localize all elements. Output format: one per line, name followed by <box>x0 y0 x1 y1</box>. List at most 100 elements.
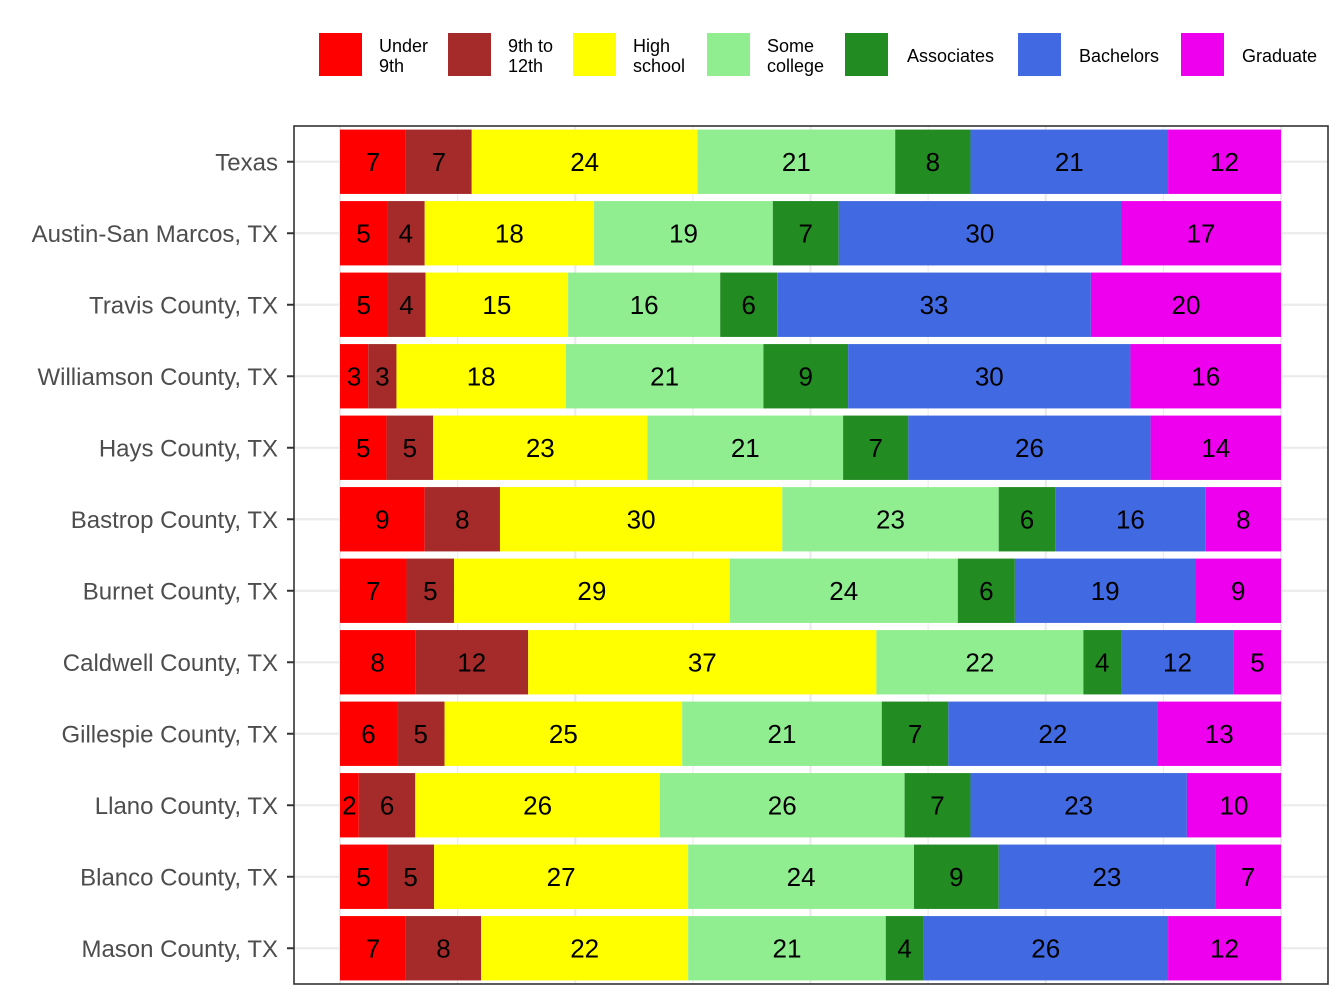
value-label: 23 <box>526 433 555 463</box>
value-label: 21 <box>731 433 760 463</box>
value-label: 7 <box>366 933 380 963</box>
bar-williamson-county-tx-under-9th <box>340 344 369 409</box>
value-label: 12 <box>1210 147 1239 177</box>
value-label: 6 <box>380 790 394 820</box>
value-label: 6 <box>741 290 755 320</box>
bar-bastrop-county-tx-graduate <box>1205 487 1281 552</box>
bar-texas-9th-to-12th <box>405 129 472 194</box>
legend-label-some-college: Some college <box>767 36 824 76</box>
bar-texas-graduate <box>1168 129 1281 194</box>
bar-texas-bachelors <box>970 129 1169 194</box>
bar-blanco-county-tx-under-9th <box>340 844 388 909</box>
value-label: 26 <box>768 790 797 820</box>
value-label: 21 <box>650 361 679 391</box>
value-label: 22 <box>965 647 994 677</box>
bar-llano-county-tx-under-9th <box>340 773 359 838</box>
value-label: 7 <box>868 433 882 463</box>
bar-texas-associates <box>895 129 971 194</box>
bar-burnet-county-tx-bachelors <box>1014 558 1196 623</box>
bar-blanco-county-tx-some-college <box>688 844 915 909</box>
bar-texas-high-school <box>471 129 698 194</box>
bar-bastrop-county-tx-some-college <box>782 487 999 552</box>
value-label: 5 <box>357 290 371 320</box>
bar-gillespie-county-tx-high-school <box>444 701 683 766</box>
category-label: Mason County, TX <box>81 936 278 963</box>
bar-llano-county-tx-bachelors <box>970 773 1187 838</box>
value-label: 16 <box>1116 504 1145 534</box>
value-label: 24 <box>829 576 858 606</box>
value-label: 5 <box>423 576 437 606</box>
bar-austin-san-marcos-tx-graduate <box>1121 201 1281 266</box>
bar-burnet-county-tx-9th-to-12th <box>406 558 455 623</box>
bar-williamson-county-tx-9th-to-12th <box>368 344 397 409</box>
legend-key-some-college <box>707 33 750 76</box>
value-label: 18 <box>467 361 496 391</box>
bar-travis-county-tx-some-college <box>568 272 721 337</box>
value-label: 21 <box>782 147 811 177</box>
bar-gillespie-county-tx-graduate <box>1157 701 1281 766</box>
bar-mason-county-tx-associates <box>885 916 924 981</box>
value-label: 26 <box>523 790 552 820</box>
value-label: 29 <box>577 576 606 606</box>
value-label: 7 <box>366 147 380 177</box>
category-label: Texas <box>215 149 278 176</box>
value-label: 26 <box>1015 433 1044 463</box>
bar-mason-county-tx-graduate <box>1168 916 1281 981</box>
bar-hays-county-tx-some-college <box>647 415 844 480</box>
value-label: 33 <box>920 290 949 320</box>
value-label: 8 <box>1236 504 1250 534</box>
bar-bastrop-county-tx-associates <box>998 487 1056 552</box>
bar-blanco-county-tx-high-school <box>434 844 689 909</box>
value-label: 9 <box>1231 576 1245 606</box>
category-label: Williamson County, TX <box>37 364 278 391</box>
bar-mason-county-tx-high-school <box>481 916 689 981</box>
value-label: 30 <box>975 361 1004 391</box>
value-label: 23 <box>1092 862 1121 892</box>
value-label: 24 <box>787 862 816 892</box>
bar-caldwell-county-tx-associates <box>1083 630 1122 695</box>
value-label: 20 <box>1171 290 1200 320</box>
bar-burnet-county-tx-high-school <box>454 558 730 623</box>
bar-williamson-county-tx-some-college <box>565 344 764 409</box>
value-label: 19 <box>1091 576 1120 606</box>
value-label: 4 <box>1095 647 1109 677</box>
value-label: 26 <box>1031 933 1060 963</box>
value-label: 30 <box>965 218 994 248</box>
value-label: 21 <box>773 933 802 963</box>
value-label: 8 <box>455 504 469 534</box>
value-label: 3 <box>347 361 361 391</box>
category-label: Blanco County, TX <box>80 864 278 891</box>
bar-llano-county-tx-high-school <box>415 773 660 838</box>
chart-bars <box>340 129 1281 981</box>
bar-mason-county-tx-under-9th <box>340 916 406 981</box>
value-label: 5 <box>356 862 370 892</box>
bar-burnet-county-tx-under-9th <box>340 558 407 623</box>
value-label: 7 <box>930 790 944 820</box>
bar-llano-county-tx-associates <box>904 773 971 838</box>
bar-travis-county-tx-high-school <box>425 272 569 337</box>
bar-bastrop-county-tx-high-school <box>499 487 783 552</box>
value-label: 9 <box>949 862 963 892</box>
bar-travis-county-tx-associates <box>720 272 778 337</box>
bar-bastrop-county-tx-9th-to-12th <box>424 487 500 552</box>
bar-blanco-county-tx-graduate <box>1215 844 1281 909</box>
bar-bastrop-county-tx-under-9th <box>340 487 425 552</box>
bar-caldwell-county-tx-some-college <box>876 630 1084 695</box>
legend-key-graduate <box>1181 33 1224 76</box>
value-label: 6 <box>979 576 993 606</box>
bar-caldwell-county-tx-9th-to-12th <box>415 630 529 695</box>
legend-key-high-school <box>573 33 616 76</box>
value-label: 21 <box>768 719 797 749</box>
bar-burnet-county-tx-some-college <box>729 558 958 623</box>
bar-austin-san-marcos-tx-some-college <box>594 201 773 266</box>
bar-travis-county-tx-bachelors <box>777 272 1091 337</box>
bar-williamson-county-tx-associates <box>763 344 849 409</box>
bar-llano-county-tx-some-college <box>659 773 905 838</box>
bar-hays-county-tx-under-9th <box>340 415 387 480</box>
value-label: 9 <box>375 504 389 534</box>
bar-austin-san-marcos-tx-9th-to-12th <box>387 201 425 266</box>
bar-gillespie-county-tx-some-college <box>682 701 882 766</box>
value-label: 7 <box>1241 862 1255 892</box>
bar-mason-county-tx-9th-to-12th <box>405 916 482 981</box>
